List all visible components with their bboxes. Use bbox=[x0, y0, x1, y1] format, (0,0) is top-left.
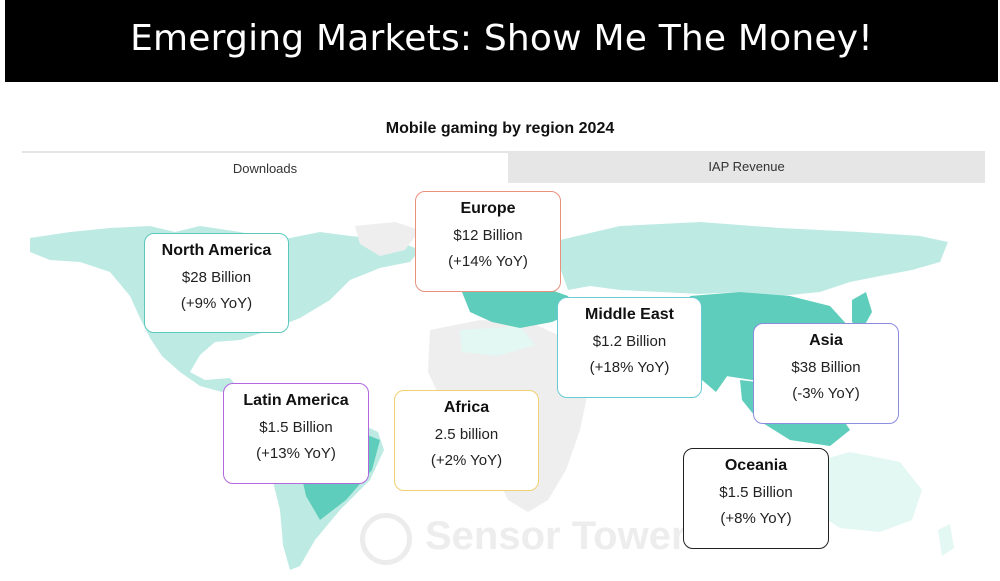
region-yoy: (+14% YoY) bbox=[448, 253, 528, 270]
map-russia bbox=[558, 222, 948, 296]
region-value: 2.5 billion bbox=[434, 426, 499, 443]
region-value: $12 Billion bbox=[453, 227, 523, 244]
region-yoy: (+13% YoY) bbox=[256, 445, 336, 462]
sensor-tower-watermark-icon bbox=[360, 513, 412, 565]
region-yoy: (+18% YoY) bbox=[589, 359, 670, 376]
callout-europe: Europe $12 Billion (+14% YoY) bbox=[415, 191, 561, 292]
watermark-text: Sensor Tower bbox=[425, 514, 687, 558]
callout-latin-america: Latin America $1.5 Billion (+13% YoY) bbox=[223, 383, 369, 484]
region-yoy: (+2% YoY) bbox=[430, 452, 503, 469]
region-name: Africa bbox=[443, 399, 490, 416]
region-yoy: (-3% YoY) bbox=[792, 385, 860, 402]
title-banner: Emerging Markets: Show Me The Money! bbox=[5, 0, 998, 82]
region-value: $1.5 Billion bbox=[719, 484, 793, 501]
chart-title: Mobile gaming by region 2024 bbox=[385, 120, 615, 137]
callout-oceania: Oceania $1.5 Billion (+8% YoY) bbox=[683, 448, 829, 549]
region-yoy: (+9% YoY) bbox=[180, 295, 253, 312]
tab-downloads[interactable]: Downloads bbox=[22, 151, 508, 183]
region-value: $28 Billion bbox=[181, 269, 252, 286]
region-yoy: (+8% YoY) bbox=[720, 510, 792, 527]
tab-iap-revenue[interactable]: IAP Revenue bbox=[508, 151, 985, 183]
callout-asia: Asia $38 Billion (-3% YoY) bbox=[753, 323, 899, 424]
region-name: Oceania bbox=[724, 457, 788, 474]
region-name: North America bbox=[161, 242, 272, 259]
region-name: Latin America bbox=[243, 392, 349, 409]
region-value: $1.5 Billion bbox=[259, 419, 333, 436]
map-new-zealand bbox=[938, 524, 954, 556]
region-name: Europe bbox=[460, 200, 516, 217]
map-australia bbox=[800, 452, 922, 532]
page-title: Emerging Markets: Show Me The Money! bbox=[130, 18, 873, 59]
map-japan bbox=[852, 292, 872, 330]
map-europe bbox=[462, 284, 575, 328]
callout-middle-east: Middle East $1.2 Billion (+18% YoY) bbox=[557, 297, 702, 398]
map-north-africa bbox=[460, 326, 535, 356]
region-value: $38 Billion bbox=[791, 359, 861, 376]
region-name: Asia bbox=[809, 332, 843, 349]
callout-north-america: North America $28 Billion (+9% YoY) bbox=[144, 233, 289, 333]
callout-africa: Africa 2.5 billion (+2% YoY) bbox=[394, 390, 539, 491]
region-value: $1.2 Billion bbox=[592, 333, 667, 350]
map-greenland bbox=[355, 222, 420, 256]
region-name: Middle East bbox=[585, 306, 674, 323]
